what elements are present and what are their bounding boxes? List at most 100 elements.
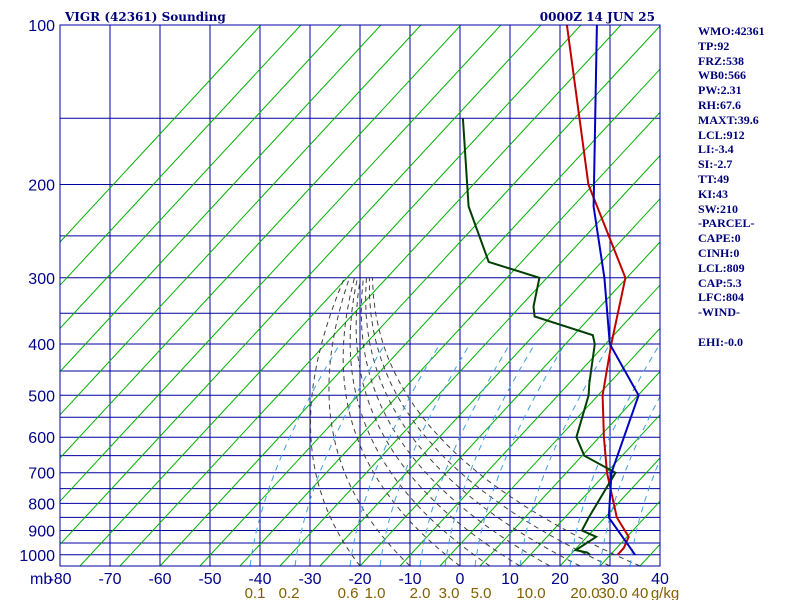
dry-adiabat	[60, 25, 502, 502]
temperature-tick-label: -70	[98, 571, 121, 588]
dry-adiabat	[399, 284, 660, 566]
temperature-tick-label: 0	[456, 571, 465, 588]
index-row: EHI:-0.0	[698, 334, 743, 349]
index-row: TP:92	[698, 38, 730, 53]
index-row: CINH:0	[698, 245, 740, 260]
mixing-ratio-label: 30.0	[598, 585, 627, 600]
dry-adiabat	[319, 198, 660, 566]
pressure-tick-label: 900	[28, 524, 55, 541]
moist-adiabat	[355, 277, 521, 566]
observation-time: 0000Z 14 JUN 25	[540, 10, 655, 24]
moist-adiabats	[309, 277, 641, 566]
mixing-ratio-label: 5.0	[471, 585, 492, 600]
station-title: VIGR (42361) Sounding	[64, 10, 226, 24]
moist-adiabat	[342, 277, 461, 566]
mixing-ratio-line	[599, 395, 660, 566]
temperature-tick-label: -10	[398, 571, 421, 588]
pressure-tick-label: 1000	[19, 548, 55, 565]
index-row: KI:43	[698, 186, 728, 201]
index-row: -WIND-	[698, 305, 740, 320]
moist-adiabat	[360, 277, 551, 566]
pressure-tick-label: 500	[28, 388, 55, 405]
temperature-trace	[565, 25, 630, 556]
parcel-trace	[592, 25, 640, 556]
temperature-tick-label: 20	[551, 571, 569, 588]
index-row: TT:49	[698, 171, 730, 186]
temperature-tick-label: -80	[48, 571, 71, 588]
temperature-tick-label: -40	[248, 571, 271, 588]
moist-adiabat	[328, 277, 411, 566]
index-row: WMO:42361	[698, 24, 765, 38]
pressure-tick-label: 700	[28, 466, 55, 483]
mixing-ratio-label: 3.0	[439, 585, 460, 600]
temperature-tick-label: -20	[348, 571, 371, 588]
mixing-ratio-line	[444, 343, 536, 566]
temperature-tick-label: 10	[501, 571, 519, 588]
mixing-ratio-label: 20.0	[570, 585, 599, 600]
mixing-ratio-label: 0.6	[338, 585, 359, 600]
index-row: LCL:809	[698, 260, 745, 275]
pressure-tick-label: 300	[28, 271, 55, 288]
dry-adiabat	[60, 25, 462, 459]
pressure-tick-label: 400	[28, 337, 55, 354]
dry-adiabat	[479, 370, 660, 566]
mixing-ratio-line	[629, 458, 660, 566]
index-row: MAXT:39.6	[698, 112, 759, 127]
index-row: PW:2.31	[698, 83, 742, 98]
temperature-tick-label: -60	[148, 571, 171, 588]
dry-adiabat	[439, 327, 660, 566]
moist-adiabat	[349, 277, 491, 566]
sounding-indices-panel: WMO:42361 TP:92 FRZ:538 WB0:566 PW:2.31 RH:67…	[698, 24, 798, 350]
mixing-ratio-line	[379, 343, 471, 566]
mixing-ratio-line	[294, 343, 386, 566]
mixing-ratio-line	[474, 343, 566, 566]
dry-adiabat	[60, 25, 302, 286]
dry-adiabat	[519, 414, 660, 566]
dry-adiabat	[199, 68, 660, 566]
dry-adiabats	[60, 25, 660, 566]
index-row: LCL:912	[698, 127, 745, 142]
index-row: CAPE:0	[698, 231, 741, 246]
dry-adiabat	[279, 154, 660, 566]
index-row: SW:210	[698, 201, 739, 216]
mixing-ratio-label: 1.0	[365, 585, 386, 600]
moist-adiabat	[309, 277, 361, 566]
dry-adiabat	[60, 25, 342, 330]
dry-adiabat	[159, 25, 660, 566]
mixing-ratio-label: g/kg	[651, 585, 679, 600]
moist-adiabat	[368, 277, 611, 566]
temperature-tick-label: -50	[198, 571, 221, 588]
dry-adiabat	[60, 25, 382, 373]
mixing-ratio-line	[419, 343, 511, 566]
plot-frame	[59, 24, 661, 567]
mixing-ratio-label: 40	[632, 585, 649, 600]
mixing-ratio-labels: 0.1 0.2 0.6 1.0 2.0 3.0 5.0 10.0 20.030.0 40 g/kg	[245, 585, 680, 600]
dry-adiabat	[79, 25, 582, 566]
index-row: -PARCEL-	[698, 216, 755, 231]
pressure-tick-label: 100	[28, 18, 55, 35]
pressure-tick-label: 200	[28, 177, 55, 194]
moist-adiabat	[371, 277, 641, 566]
index-row: LFC:804	[698, 290, 744, 305]
dry-adiabat	[119, 25, 622, 566]
index-row: FRZ:538	[698, 53, 744, 68]
sounding-traces	[461, 25, 640, 556]
dry-adiabat	[60, 25, 542, 546]
dry-adiabat	[60, 25, 262, 243]
index-row: CAP:5.3	[698, 275, 742, 290]
dry-adiabat	[60, 25, 422, 416]
mixing-ratio-line	[569, 343, 660, 566]
index-row	[698, 320, 798, 335]
index-row: WB0:566	[698, 68, 746, 83]
mixing-ratio-line	[519, 343, 611, 566]
index-row: SI:-2.7	[698, 157, 733, 172]
dry-adiabat	[359, 241, 660, 566]
mixing-ratio-line	[349, 343, 441, 566]
pressure-tick-label: 800	[28, 496, 55, 513]
temperature-tick-label: -30	[298, 571, 321, 588]
pressure-tick-labels: 100 200 300 400 500 600 700 800 900 1000	[19, 18, 55, 565]
mixing-ratio-label: 2.0	[410, 585, 431, 600]
temperature-tick-label: 30	[601, 571, 619, 588]
index-row: RH:67.6	[698, 97, 741, 112]
